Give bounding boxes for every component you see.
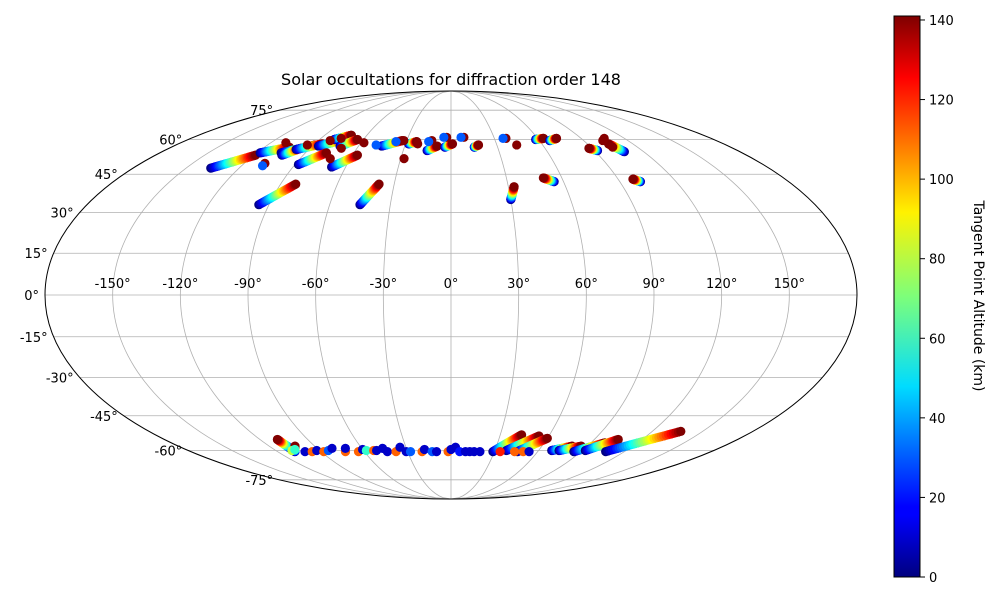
colorbar-tick-label: 40 [929,412,946,427]
occultation-point [584,143,594,153]
occultation-point [495,447,505,457]
occultation-point [419,444,430,455]
occultation-point [336,133,346,143]
colorbar-ticks: 0 20 40 60 80 100 120 140 [920,14,954,586]
latitude-tick-label: 0° [24,289,39,304]
occultation-point [374,179,384,189]
data-layer [206,130,686,457]
latitude-tick-label: -15° [20,331,48,346]
latitude-tick-label: -60° [155,445,183,460]
occultation-point [456,132,466,142]
occultation-point [509,447,520,457]
longitude-tick-label: -30° [369,277,397,292]
occultation-point [512,140,522,150]
chart-title: Solar occultations for diffraction order… [281,70,621,89]
latitude-tick-label: 60° [159,133,182,148]
map-grid [45,90,857,500]
longitude-tick-label: -60° [302,277,330,292]
occultation-point [312,445,322,456]
occultation-point [340,443,350,453]
occultation-point [517,430,527,440]
occultation-point [613,434,623,445]
latitude-tick-label: -75° [245,474,273,489]
occultation-point [551,133,562,143]
colorbar-tick-label: 20 [929,491,946,506]
occultation-point [405,447,416,457]
occultation-point [281,138,291,148]
occultation-point [542,433,552,443]
latitude-tick-label: 75° [250,104,273,119]
occultation-point [399,135,409,146]
colorbar: 0 20 40 60 80 100 120 140 Tangent Point Altitud… [893,14,986,586]
occultation-point [352,150,362,160]
colorbar-tick-label: 0 [929,571,937,586]
occultation-point [391,137,401,147]
longitude-tick-label: 120° [706,277,737,292]
occultation-point [371,140,381,150]
meridian-line [112,90,452,500]
occultation-point [325,135,335,146]
occultation-point [325,154,335,164]
occultation-point [475,447,485,457]
longitude-tick-label: 0° [444,277,459,292]
occultation-point [272,434,282,445]
occultation-point [399,154,409,164]
colorbar-tick-label: 120 [929,94,954,109]
colorbar-gradient [893,15,921,578]
latitude-tick-label: -45° [90,410,118,425]
occultation-point [336,143,346,153]
meridian-line [450,90,790,500]
occultation-point [290,444,300,455]
longitude-tick-label: 90° [642,277,665,292]
occultation-point [413,139,423,149]
latitude-tick-label: 15° [25,247,48,262]
latitude-tick-label: 45° [95,168,118,183]
occultation-point [439,132,449,142]
colorbar-tick-label: 60 [929,332,946,347]
longitude-tick-labels: -150° -120° -90° -60° -30° 0° 30° 60° 90° 120° 150… [95,277,805,292]
longitude-tick-label: 60° [575,277,598,292]
occultation-point [291,179,301,189]
occultation-point [538,173,548,183]
meridian-line [179,90,452,500]
colorbar-tick-label: 140 [929,14,954,29]
longitude-tick-label: -150° [95,277,131,292]
longitude-tick-label: 150° [774,277,805,292]
occultation-point [257,161,268,171]
longitude-tick-label: -120° [162,277,198,292]
occultation-point [509,182,519,192]
occultation-point [431,447,442,457]
occultation-point [498,133,508,143]
occultation-point [524,447,534,457]
occultation-point [628,174,638,184]
occultation-point [327,443,337,453]
occultation-point [598,135,608,146]
colorbar-label: Tangent Point Altitude (km) [970,199,986,391]
occultation-point [300,447,310,457]
occultation-point [382,447,392,457]
longitude-tick-label: -90° [234,277,262,292]
occultation-point [473,140,484,150]
latitude-tick-label: 30° [51,207,74,222]
latitude-tick-labels: -75° -60° -45° -30° -15° 0° 15° 30° 45° 60° 75° [20,104,273,489]
occultation-point [676,426,686,436]
map-outline [44,90,858,500]
longitude-tick-label: 30° [507,277,530,292]
occultation-point [608,142,618,152]
latitude-tick-label: -30° [46,371,74,386]
occultation-point [361,445,371,456]
occultation-point [359,138,369,148]
occultation-point [302,140,312,150]
colorbar-tick-label: 80 [929,253,946,268]
colorbar-tick-label: 100 [929,173,954,188]
occultation-point [447,139,458,149]
occultation-point [424,137,434,147]
